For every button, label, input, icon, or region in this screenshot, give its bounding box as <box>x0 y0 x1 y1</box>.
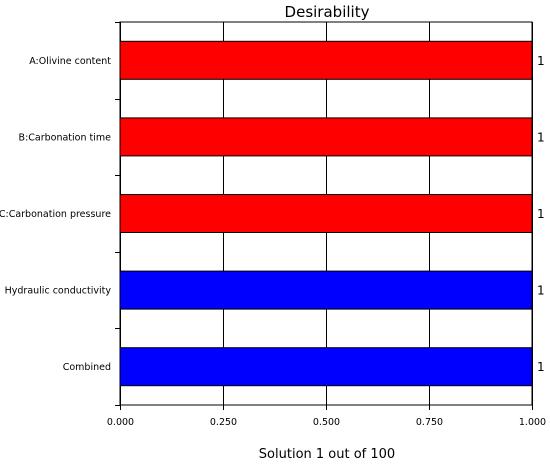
x-tick-label-3: 0.750 <box>416 417 443 428</box>
chart-title: Desirability <box>285 3 370 21</box>
category-label-4: Combined <box>63 362 111 373</box>
value-label-3: 1 <box>537 284 545 298</box>
category-label-3: Hydraulic conductivity <box>5 286 112 297</box>
value-labels: 1 1 1 1 1 <box>537 54 545 374</box>
x-tick-label-1: 0.250 <box>210 417 237 428</box>
bar-2 <box>119 194 533 233</box>
bar-0 <box>119 40 533 80</box>
category-label-1: B:Carbonation time <box>19 132 112 143</box>
value-label-2: 1 <box>537 207 545 221</box>
category-label-2: C:Carbonation pressure <box>0 209 111 220</box>
solution-caption: Solution 1 out of 100 <box>259 447 395 462</box>
bar-4 <box>119 347 533 387</box>
x-tick-label-0: 0.000 <box>107 417 134 428</box>
value-label-0: 1 <box>537 54 545 68</box>
y-axis: A:Olivine content B:Carbonation time C:Car… <box>0 22 120 406</box>
category-label-0: A:Olivine content <box>29 56 111 67</box>
bar-3 <box>119 270 533 310</box>
x-tick-label-2: 0.500 <box>313 417 340 428</box>
value-label-1: 1 <box>537 130 545 144</box>
value-label-4: 1 <box>537 360 545 374</box>
x-tick-label-4: 1.000 <box>519 417 546 428</box>
x-axis: 0.000 0.250 0.500 0.750 1.000 <box>107 405 546 428</box>
bar-1 <box>119 117 533 157</box>
